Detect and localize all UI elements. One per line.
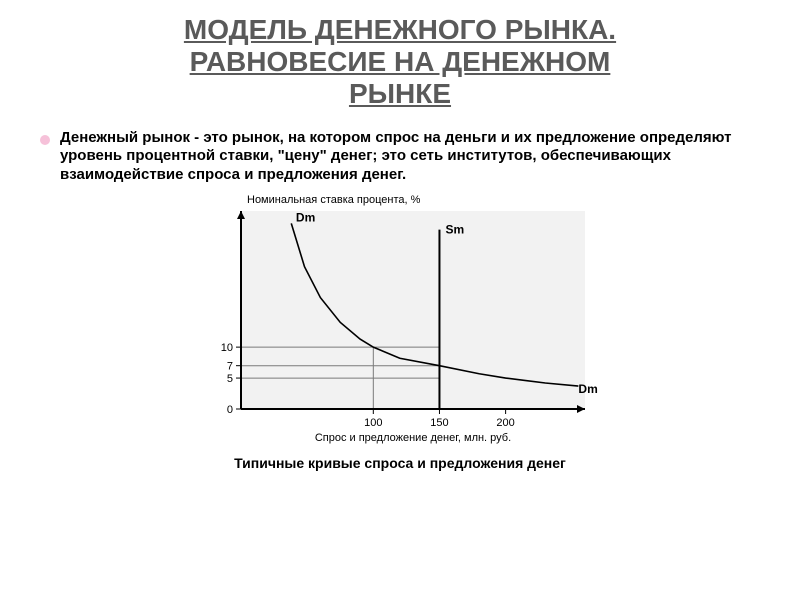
svg-text:Dm: Dm [296, 210, 315, 224]
title-line-1: МОДЕЛЬ ДЕНЕЖНОГО РЫНКА. [30, 14, 770, 46]
definition-block: Денежный рынок - это рынок, на котором с… [0, 119, 800, 185]
svg-text:5: 5 [227, 373, 233, 385]
svg-text:150: 150 [430, 417, 448, 429]
chart-caption: Типичные кривые спроса и предложения ден… [185, 455, 615, 471]
page-title: МОДЕЛЬ ДЕНЕЖНОГО РЫНКА. РАВНОВЕСИЕ НА ДЕ… [0, 0, 800, 119]
svg-text:Спрос и предложение денег, млн: Спрос и предложение денег, млн. руб. [315, 432, 511, 444]
svg-text:Номинальная ставка процента, %: Номинальная ставка процента, % [247, 194, 421, 206]
svg-text:Dm: Dm [578, 382, 597, 396]
title-line-2: РАВНОВЕСИЕ НА ДЕНЕЖНОМ [30, 46, 770, 78]
svg-text:7: 7 [227, 361, 233, 373]
definition-text: Денежный рынок - это рынок, на котором с… [60, 129, 750, 185]
bullet-dot-icon [40, 135, 50, 145]
svg-text:200: 200 [496, 417, 514, 429]
chart-svg: Номинальная ставка процента, % 100 150 200 0… [185, 189, 615, 449]
money-market-chart: Номинальная ставка процента, % 100 150 200 0… [185, 189, 615, 471]
svg-text:10: 10 [221, 342, 233, 354]
svg-text:Sm: Sm [445, 222, 464, 236]
title-line-3: РЫНКЕ [30, 78, 770, 110]
svg-text:100: 100 [364, 417, 382, 429]
svg-text:0: 0 [227, 404, 233, 416]
